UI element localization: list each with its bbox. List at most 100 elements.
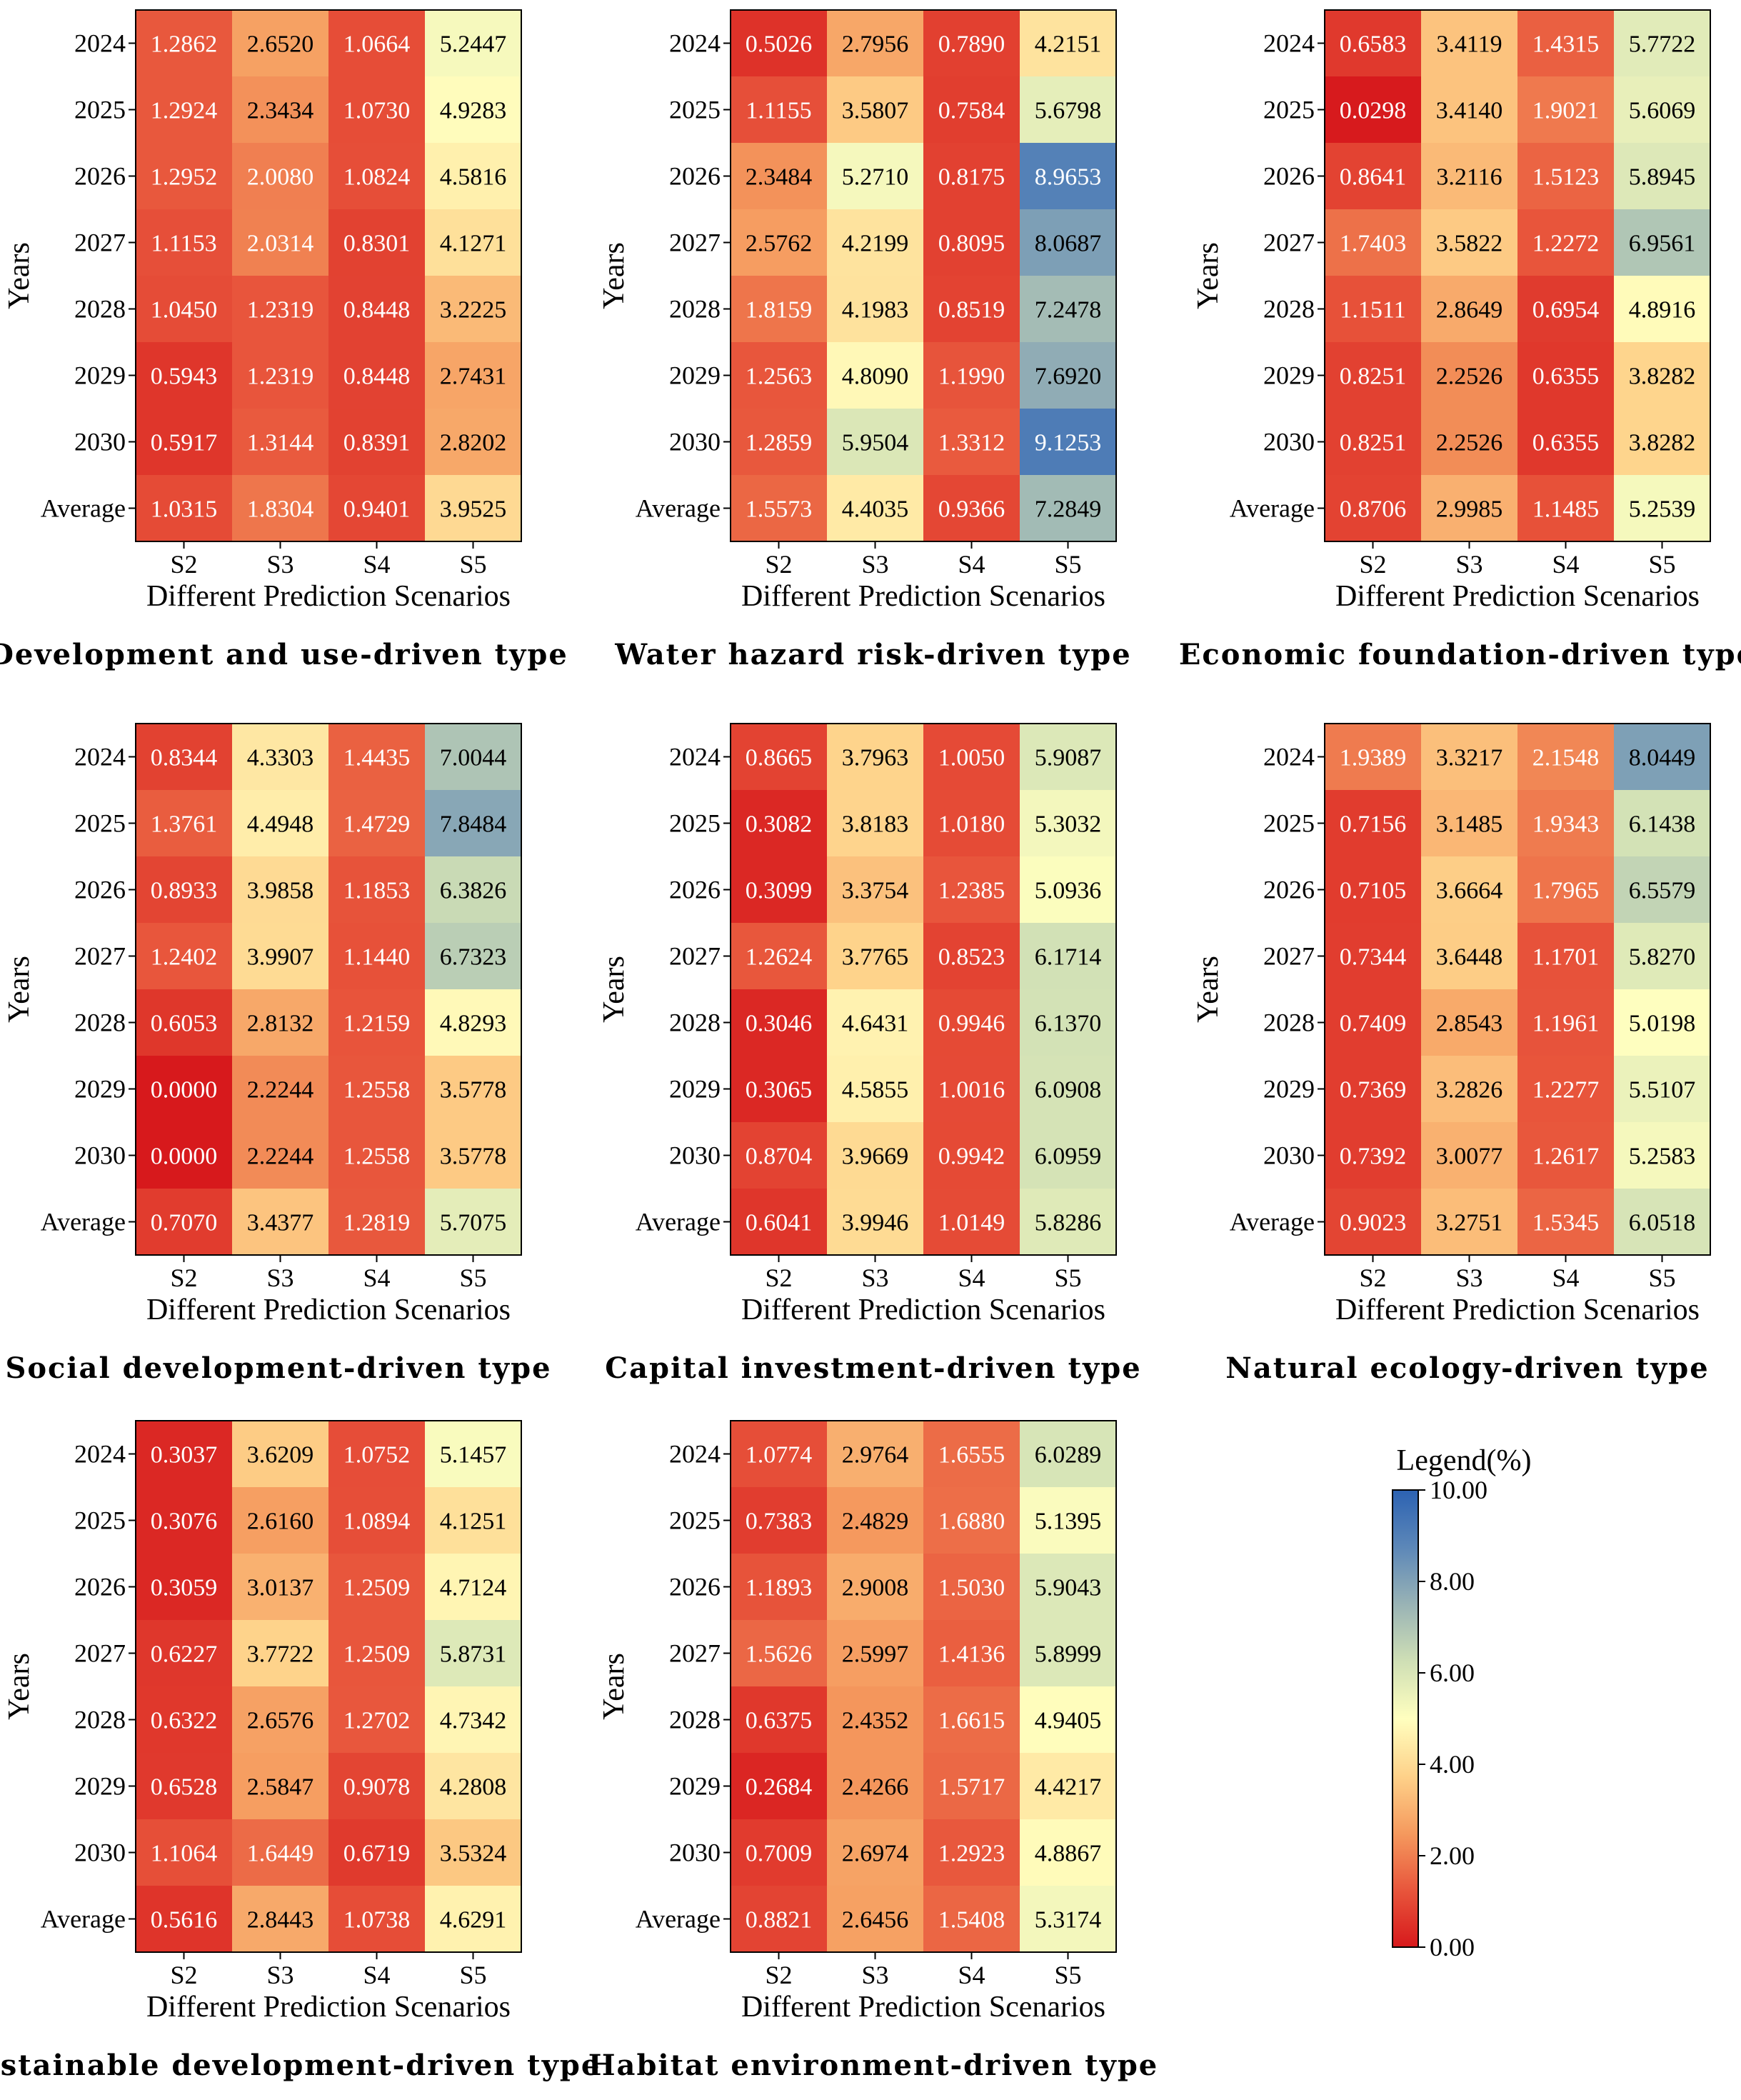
y-tick-label: 2028 — [74, 1706, 126, 1734]
legend-tick-label: 8.00 — [1430, 1567, 1475, 1596]
cell-value-label: 0.5943 — [151, 364, 218, 390]
heatmap-cell — [1421, 724, 1518, 791]
heatmap-cell — [923, 10, 1020, 77]
y-tick-label: 2025 — [669, 1506, 721, 1535]
x-tick-label: S5 — [459, 1264, 486, 1292]
heatmap-cell — [1614, 989, 1711, 1056]
cell-value-label: 3.7722 — [247, 1641, 314, 1668]
cell-value-label: 1.6449 — [247, 1841, 314, 1867]
heatmap-cell — [1421, 1122, 1518, 1189]
cell-value-label: 0.8344 — [151, 745, 218, 771]
heatmap-cell — [425, 342, 522, 409]
heatmap-cell — [923, 1819, 1020, 1886]
cell-value-label: 8.0449 — [1629, 745, 1696, 771]
y-tick-label: 2030 — [1263, 1141, 1315, 1170]
cell-value-label: 2.0314 — [247, 231, 314, 257]
heatmap-cell — [731, 409, 828, 476]
heatmap-cell — [328, 1886, 426, 1953]
y-tick-label: 2028 — [669, 295, 721, 324]
cell-value-label: 2.9985 — [1436, 496, 1503, 523]
heatmap-cell — [1020, 1819, 1117, 1886]
cell-value-label: 3.3217 — [1436, 745, 1503, 771]
heatmap-cell — [827, 10, 924, 77]
cell-value-label: 1.1511 — [1340, 297, 1405, 324]
heatmap-cell — [136, 1421, 233, 1488]
cell-value-label: 4.6291 — [440, 1907, 507, 1934]
heatmap-cell — [923, 1554, 1020, 1621]
y-tick-label: 2030 — [669, 1839, 721, 1867]
cell-value-label: 1.2924 — [151, 98, 218, 124]
heatmap-cell — [232, 1056, 329, 1123]
heatmap-cell — [328, 1487, 426, 1554]
heatmap-cell — [1325, 475, 1422, 542]
heatmap-cell — [136, 10, 233, 77]
panel-title: Capital investment-driven type — [605, 1351, 1141, 1385]
heatmap-cell — [827, 1056, 924, 1123]
heatmap-cell — [328, 1189, 426, 1256]
heatmap-cell — [425, 1686, 522, 1754]
heatmap-cell — [731, 10, 828, 77]
heatmap-cell — [425, 1421, 522, 1488]
cell-value-label: 0.7392 — [1340, 1144, 1407, 1170]
heatmap-cell — [232, 1487, 329, 1554]
heatmap-cell — [923, 790, 1020, 857]
heatmap-cell — [1517, 1189, 1615, 1256]
cell-value-label: 6.1370 — [1035, 1011, 1102, 1037]
heatmap-cell — [425, 209, 522, 276]
cell-value-label: 4.8916 — [1629, 297, 1696, 324]
y-tick-label: 2026 — [74, 876, 126, 904]
cell-value-label: 1.1961 — [1532, 1011, 1600, 1037]
heatmap-cell — [425, 76, 522, 144]
x-tick-label: S2 — [765, 550, 792, 579]
cell-value-label: 4.8293 — [440, 1011, 507, 1037]
heatmap-cell — [328, 1753, 426, 1820]
cell-value-label: 3.2751 — [1436, 1210, 1503, 1236]
heatmap-cell — [1020, 790, 1117, 857]
heatmap-cell — [425, 1753, 522, 1820]
heatmap-cell — [232, 989, 329, 1056]
y-tick-label: 2030 — [74, 1839, 126, 1867]
cell-value-label: 3.4140 — [1436, 98, 1503, 124]
cell-value-label: 2.8202 — [440, 430, 507, 456]
y-tick-label: Average — [636, 494, 721, 523]
cell-value-label: 0.8301 — [343, 231, 411, 257]
heatmap-cell — [425, 1487, 522, 1554]
heatmap-cell — [731, 1189, 828, 1256]
cell-value-label: 0.7009 — [746, 1841, 813, 1867]
plot-frame — [730, 1420, 1117, 1953]
cell-value-label: 1.9021 — [1532, 98, 1600, 124]
heatmap-cell — [1614, 724, 1711, 791]
heatmap-cell — [827, 209, 924, 276]
heatmap-cell — [1020, 989, 1117, 1056]
heatmap-cell — [731, 989, 828, 1056]
y-tick-label: 2024 — [74, 29, 126, 58]
heatmap-cell — [827, 276, 924, 343]
heatmap-cell — [328, 1819, 426, 1886]
cell-value-label: 1.5408 — [938, 1907, 1005, 1934]
cell-value-label: 1.8159 — [746, 297, 813, 324]
cell-value-label: 3.8282 — [1629, 364, 1696, 390]
heatmap-cell — [1020, 856, 1117, 924]
cell-value-label: 5.2710 — [842, 164, 909, 191]
heatmap-cell — [425, 1554, 522, 1621]
heatmap-cell — [136, 409, 233, 476]
heatmap-cell — [136, 1686, 233, 1754]
heatmap-panel-2: 0.5026 2.7956 0.7890 4.2151 1.1155 3.5807 0.75… — [598, 9, 1130, 671]
heatmap-cell — [923, 209, 1020, 276]
cell-value-label: 2.9008 — [842, 1575, 909, 1601]
x-tick-label: S2 — [1359, 1264, 1386, 1292]
cell-value-label: 0.7409 — [1340, 1011, 1407, 1037]
heatmap-cell — [827, 409, 924, 476]
cell-value-label: 1.1701 — [1532, 944, 1600, 971]
y-tick-label: 2028 — [1263, 295, 1315, 324]
cell-value-label: 4.9405 — [1035, 1708, 1102, 1734]
heatmap-cell — [1020, 923, 1117, 990]
heatmap-cell — [923, 76, 1020, 144]
cell-value-label: 2.2244 — [247, 1077, 314, 1104]
y-tick-label: 2028 — [74, 295, 126, 324]
heatmap-cell — [136, 724, 233, 791]
cell-value-label: 4.7342 — [440, 1708, 507, 1734]
y-tick-label: 2025 — [1263, 809, 1315, 838]
cell-value-label: 2.6974 — [842, 1841, 909, 1867]
y-axis-label: Years — [598, 956, 631, 1023]
